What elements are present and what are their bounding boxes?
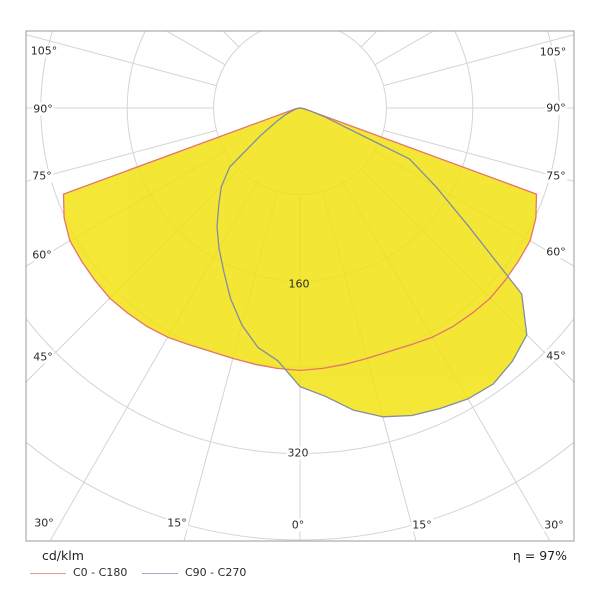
angle-tick-label: 0° [290,518,306,532]
angle-tick-label: 75° [545,169,567,183]
unit-label: cd/klm [42,548,84,563]
angle-tick-label: 75° [31,169,53,183]
legend-line-swatch [142,572,178,574]
angle-tick-label: 15° [166,516,188,530]
angle-tick-label: 105° [538,45,568,59]
legend-label: C0 - C180 [73,566,128,579]
efficiency-value: η = 97% [512,548,567,563]
angle-tick-label: 60° [545,245,567,259]
ring-value-label: 160 [287,277,311,291]
angle-tick-label: 30° [543,518,565,532]
angle-tick-label: 45° [545,349,567,363]
angle-tick-label: 30° [33,516,55,530]
ring-value-label: 320 [286,446,310,460]
legend-line-swatch [30,572,66,574]
legend-label: C90 - C270 [185,566,247,579]
angle-tick-label: 60° [31,248,53,262]
legend-item: C0 - C180 [30,565,127,581]
angle-tick-label: 90° [32,102,54,116]
angle-tick-label: 105° [29,44,59,58]
legend-item: C90 - C270 [142,565,246,581]
angle-tick-label: 90° [545,101,567,115]
angle-tick-label: 45° [32,350,54,364]
angle-tick-label: 15° [411,518,433,532]
